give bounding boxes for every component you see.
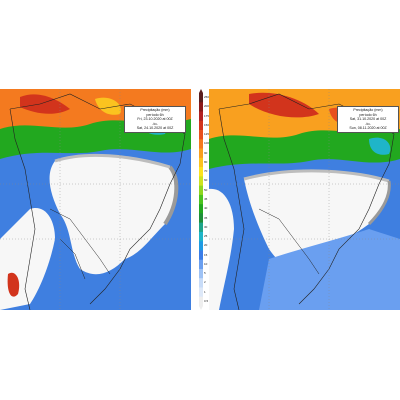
map-left-from: Fri, 23.10.2020 at 00Z: [137, 117, 173, 122]
legend-label: 25: [204, 234, 208, 239]
precipitation-legend: 250 200 175 150 125 100 90 80 70 60 50 45 40 35 30 25 20…: [199, 89, 209, 310]
legend-color-step: [199, 278, 203, 288]
legend-color-step: [199, 287, 203, 298]
legend-color-step: [199, 194, 203, 205]
legend-top-arrow: [199, 89, 203, 93]
map-left-title: Precipitação (mm): [140, 108, 170, 112]
legend-label: 0.5: [204, 298, 209, 303]
legend-label: 200: [204, 104, 210, 109]
legend-color-step: [199, 213, 203, 223]
map-left-to: Sat, 24.10.2020 at 00Z: [136, 126, 174, 131]
legend-color-step: [199, 93, 203, 103]
map-left-subtitle: período 6h: [146, 112, 164, 117]
legend-color-bar: [199, 89, 203, 310]
legend-color-step: [199, 250, 203, 260]
legend-color-step: [199, 176, 203, 186]
legend-label: 35: [204, 215, 208, 220]
legend-label: 45: [204, 197, 208, 201]
legend-label: 125: [204, 132, 210, 137]
legend-label: 70: [204, 169, 208, 174]
legend-label: 150: [204, 122, 210, 127]
legend-color-step: [199, 111, 203, 122]
legend-color-step: [199, 268, 203, 279]
legend-color-step: [199, 120, 203, 131]
legend-color-step: [199, 222, 203, 233]
map-left-separator: -to-: [152, 121, 158, 126]
legend-label: 15: [204, 252, 208, 257]
legend-bottom-arrow: [199, 306, 203, 310]
legend-label: 10: [204, 261, 208, 266]
legend-label: 30: [204, 224, 208, 229]
legend-color-step: [199, 241, 203, 251]
legend-color-step: [199, 259, 203, 270]
legend-label: 1: [204, 289, 206, 294]
legend-label: 100: [204, 141, 210, 146]
legend-color-step: [199, 148, 203, 159]
legend-color-step: [199, 204, 203, 214]
legend-label: 40: [204, 206, 208, 211]
legend-label: 250: [204, 95, 210, 100]
legend-color-step: [199, 157, 203, 168]
legend-color-step: [199, 167, 203, 177]
legend-color-step: [199, 296, 203, 307]
legend-label: 175: [204, 113, 210, 118]
precipitation-map-right: Precipitação (mm) período 6h Sat, 31.10.…: [209, 89, 400, 310]
legend-color-step: [199, 231, 203, 242]
map-right-title: Precipitação (mm): [353, 108, 383, 112]
map-right-subtitle: período 6h: [359, 112, 377, 117]
legend-label: 90: [204, 150, 208, 155]
map-right-info-box: Precipitação (mm) período 6h Sat, 31.10.…: [337, 106, 399, 133]
map-right-separator: -to-: [365, 121, 371, 126]
map-right-to: Sun, 08.11.2020 at 00Z: [349, 126, 387, 131]
legend-color-step: [199, 130, 203, 140]
legend-label: 5: [204, 271, 206, 276]
map-left-info-box: Precipitação (mm) período 6h Fri, 23.10.…: [124, 106, 186, 133]
legend-label: 20: [204, 243, 208, 248]
legend-label: 80: [204, 159, 208, 164]
legend-color-step: [199, 185, 203, 196]
legend-label: 50: [204, 187, 208, 192]
precipitation-map-left: Precipitação (mm) período 6h Fri, 23.10.…: [0, 89, 191, 310]
legend-color-step: [199, 102, 203, 112]
legend-label: 60: [204, 178, 208, 183]
map-right-from: Sat, 31.10.2020 at 00Z: [349, 117, 387, 122]
legend-labels: 250 200 175 150 125 100 90 80 70 60 50 45 40 35 30 25 20…: [204, 89, 210, 310]
legend-color-step: [199, 139, 203, 149]
legend-label: 2: [204, 280, 206, 285]
